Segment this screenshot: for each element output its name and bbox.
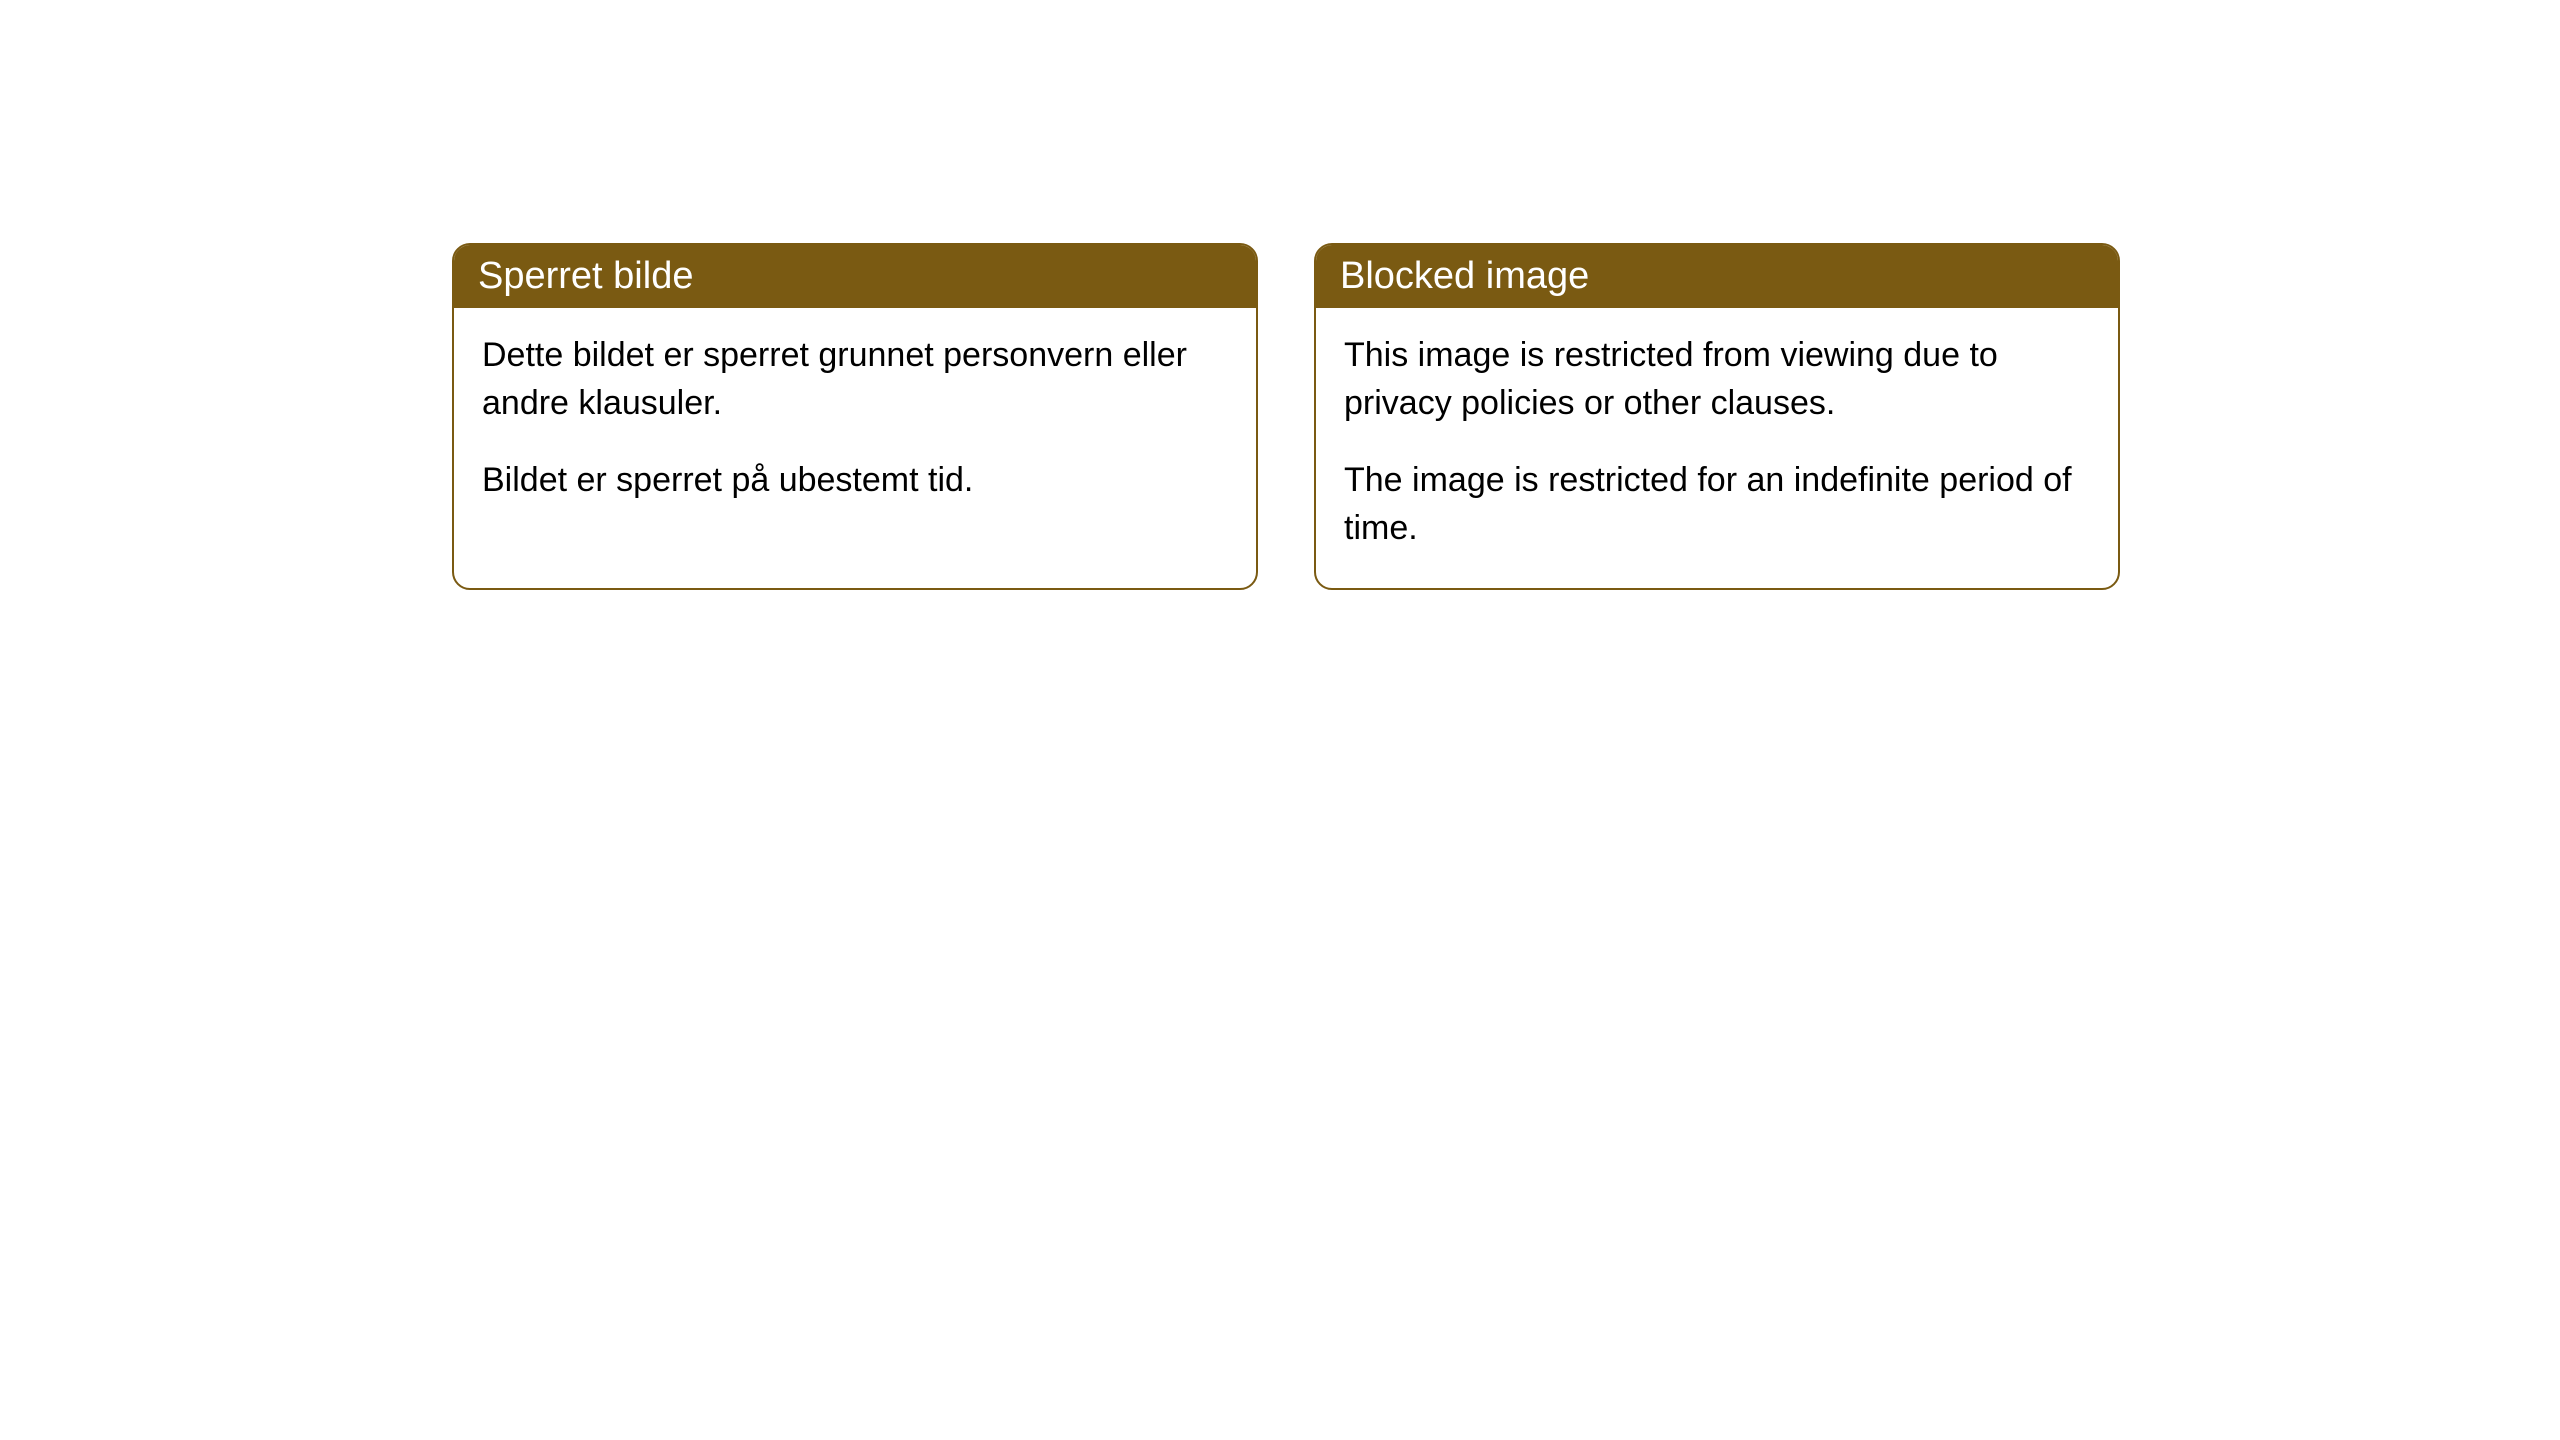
card-body: This image is restricted from viewing du… bbox=[1316, 308, 2118, 588]
card-header-title: Blocked image bbox=[1316, 245, 2118, 308]
card-paragraph-1: Dette bildet er sperret grunnet personve… bbox=[482, 332, 1228, 427]
notice-cards-container: Sperret bilde Dette bildet er sperret gr… bbox=[452, 243, 2120, 590]
card-paragraph-1: This image is restricted from viewing du… bbox=[1344, 332, 2090, 427]
notice-card-norwegian: Sperret bilde Dette bildet er sperret gr… bbox=[452, 243, 1258, 590]
card-paragraph-2: Bildet er sperret på ubestemt tid. bbox=[482, 457, 1228, 505]
card-body: Dette bildet er sperret grunnet personve… bbox=[454, 308, 1256, 541]
card-paragraph-2: The image is restricted for an indefinit… bbox=[1344, 457, 2090, 552]
notice-card-english: Blocked image This image is restricted f… bbox=[1314, 243, 2120, 590]
card-header-title: Sperret bilde bbox=[454, 245, 1256, 308]
